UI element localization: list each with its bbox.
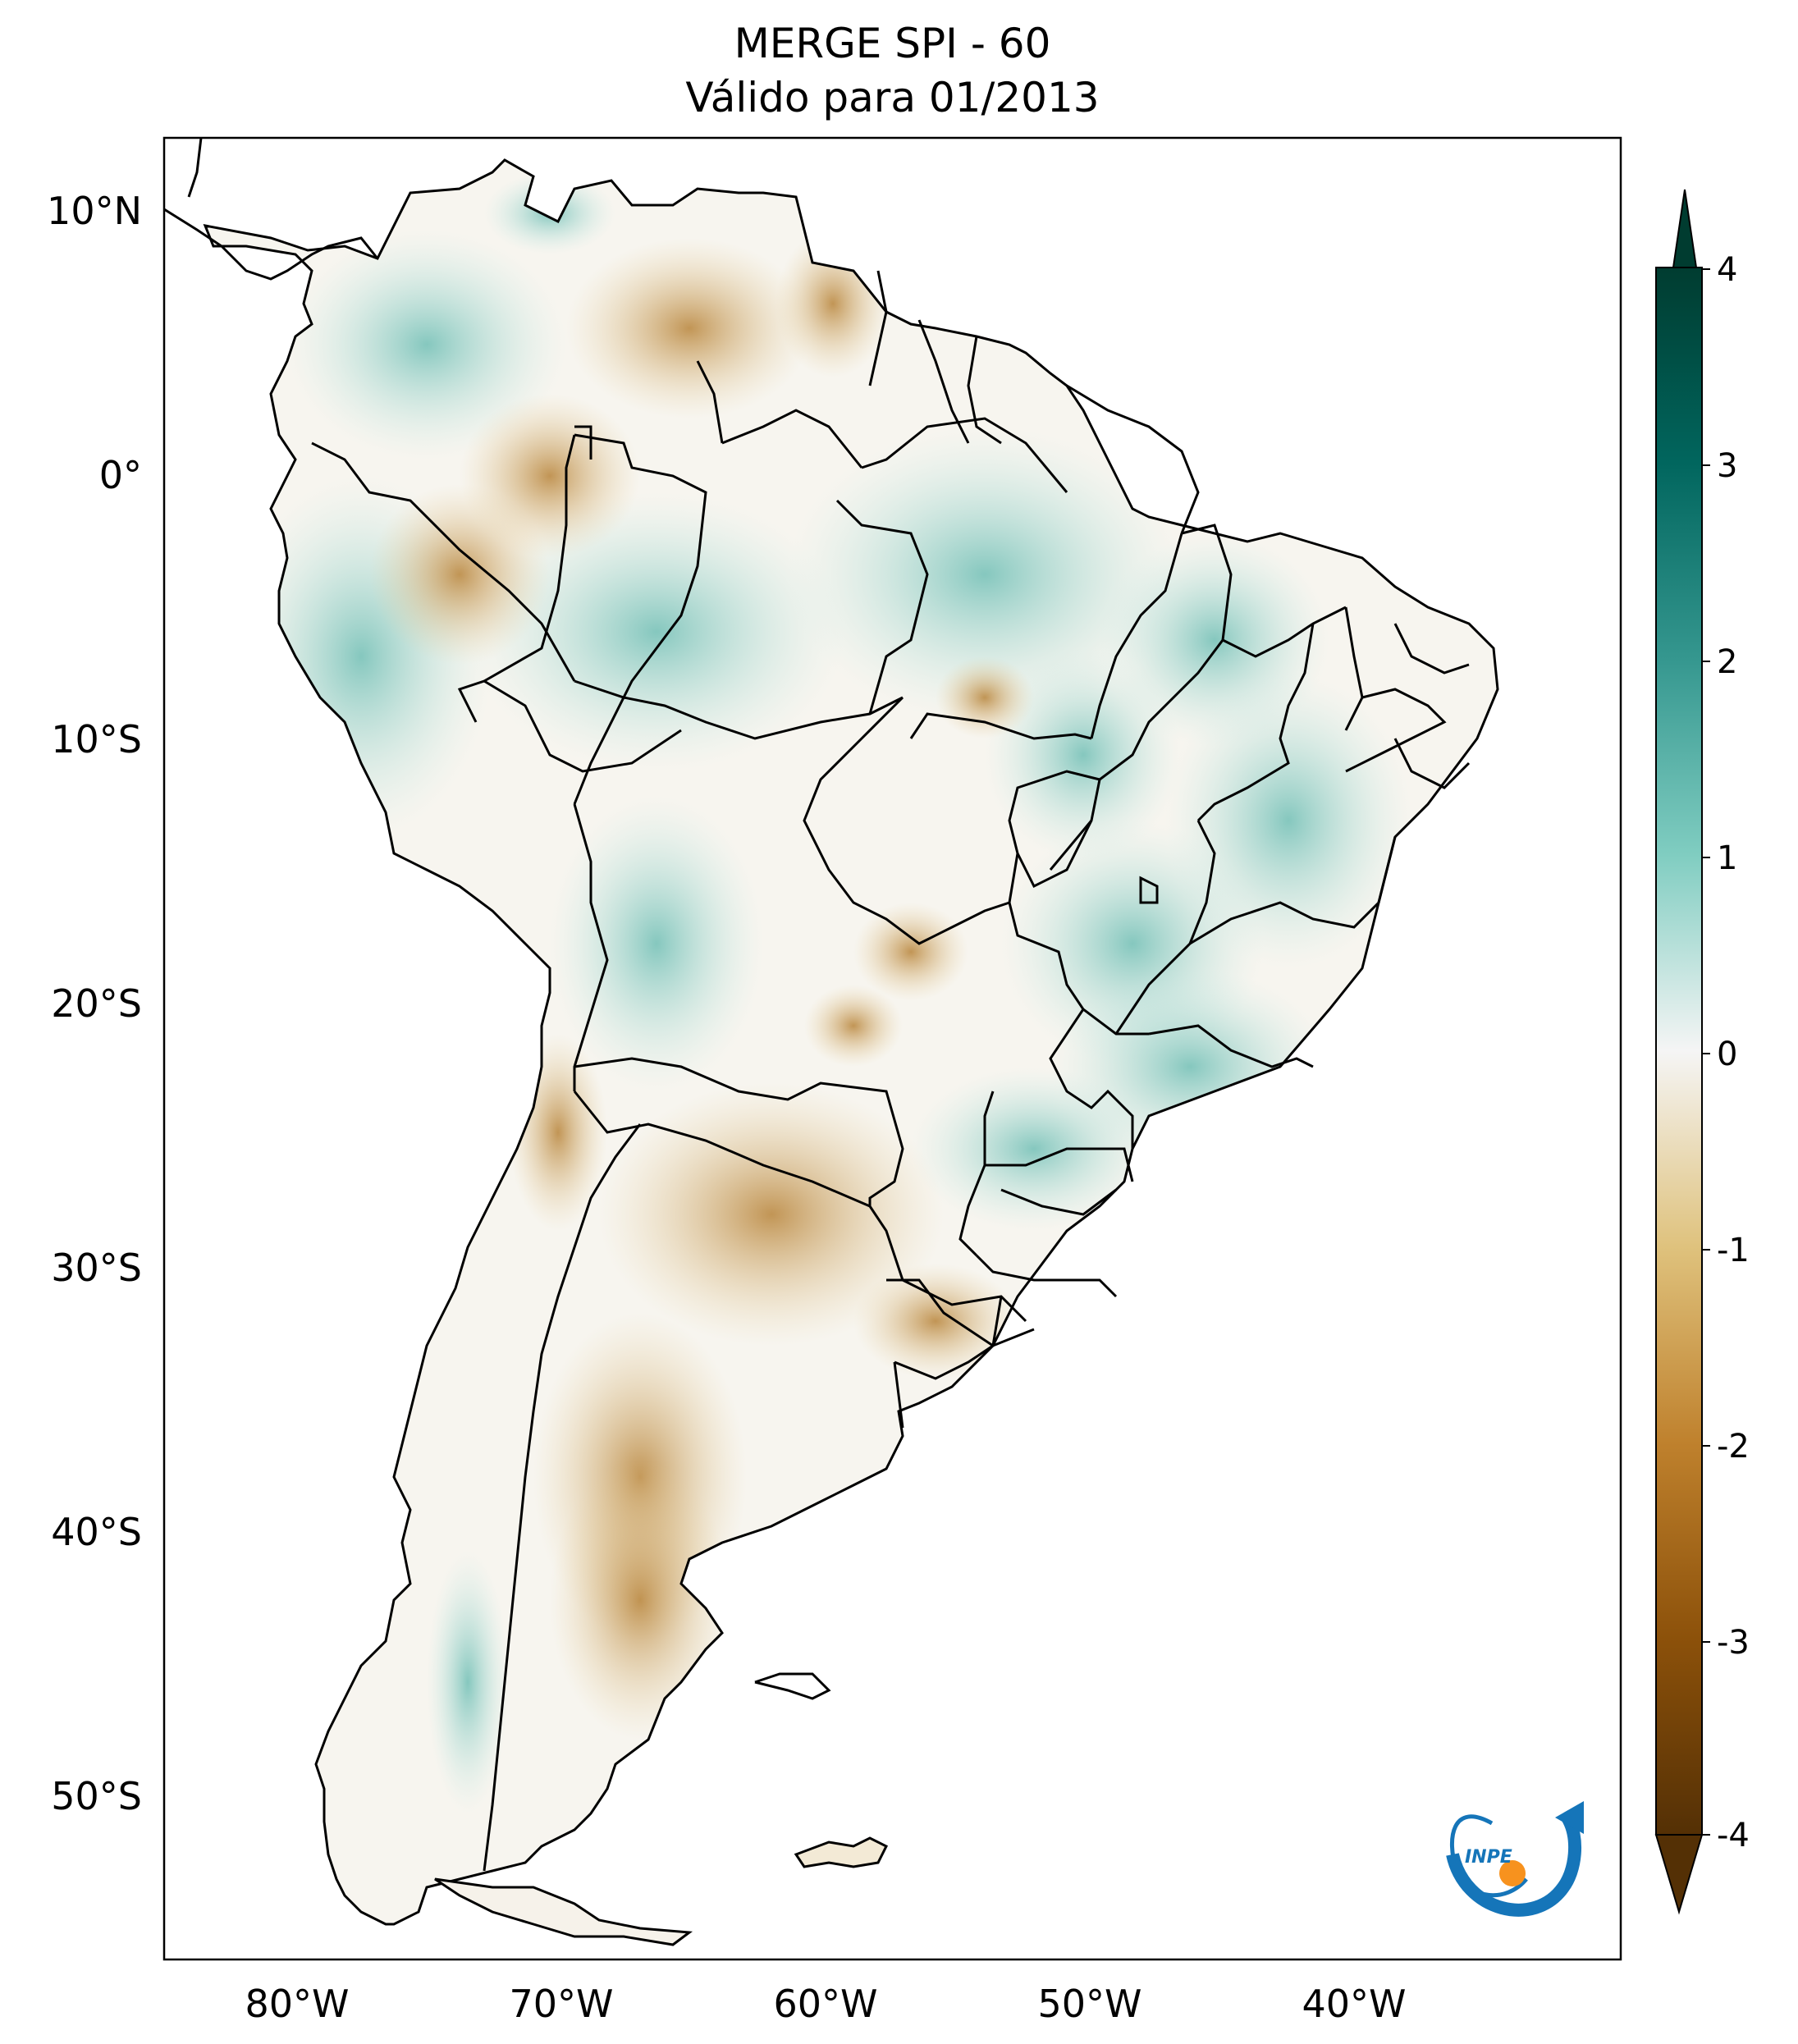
lat-label-0: 0° [99,453,142,497]
lon-label-60w: 60°W [773,1982,877,2026]
colorbar: 4 3 2 1 0 -1 -2 -3 -4 [1654,189,1750,1915]
lat-label-30s: 30°S [51,1246,142,1290]
colorbar-extend-max [1672,189,1698,268]
central-america-coast-north [187,137,203,198]
colorbar-extend-min [1654,1834,1704,1915]
lat-label-10n: 10°N [47,189,142,233]
colorbar-tick-neg2: -2 [1717,1428,1750,1466]
falkland-islands [794,1836,889,1868]
latitude-axis: 10°N 0° 10°S 20°S 30°S 40°S 50°S [47,189,142,1818]
political-borders [311,270,1471,1872]
colorbar-tick-3: 3 [1717,447,1737,485]
lon-label-80w: 80°W [245,1982,349,2026]
colorbar-tick-4: 4 [1717,251,1737,289]
inpe-logo: INPE [1446,1801,1584,1917]
tierra-del-fuego [434,1877,693,1946]
lon-label-40w: 40°W [1302,1982,1406,2026]
lat-label-50s: 50°S [51,1774,142,1818]
colorbar-tick-0: 0 [1717,1036,1737,1073]
central-america-coast [163,208,379,281]
inpe-logo-text: INPE [1465,1847,1512,1868]
lat-label-20s: 20°S [51,981,142,1026]
colorbar-tick-2: 2 [1717,643,1737,681]
colorbar-tick-neg1: -1 [1717,1232,1750,1269]
lon-label-50w: 50°W [1037,1982,1141,2026]
lon-label-70w: 70°W [509,1982,613,2026]
map-title: MERGE SPI - 60 [734,20,1051,67]
map-subtitle: Válido para 01/2013 [685,74,1100,121]
longitude-axis: 80°W 70°W 60°W 50°W 40°W [245,1982,1406,2026]
lat-label-40s: 40°S [51,1510,142,1554]
colorbar-tick-1: 1 [1717,839,1737,877]
lat-label-10s: 10°S [51,717,142,761]
colorbar-tick-neg3: -3 [1717,1624,1750,1662]
colorbar-tick-neg4: -4 [1717,1817,1750,1854]
colorbar-bar [1655,267,1703,1836]
